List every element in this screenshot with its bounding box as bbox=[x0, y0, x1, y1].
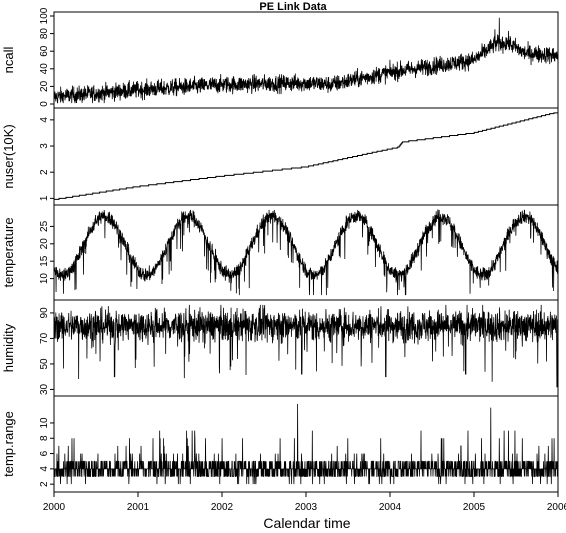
x-tick-label: 2000 bbox=[43, 502, 66, 513]
panel-temp-range: 2 4 6 8 10 temp.range bbox=[1, 395, 559, 493]
y-tick-label: 10 bbox=[39, 273, 50, 285]
panel-temperature: 10 15 20 25 temperature bbox=[1, 204, 559, 301]
y-tick-label: 2 bbox=[39, 481, 50, 487]
y-tick-label: 25 bbox=[39, 220, 50, 232]
x-tick-label: 2005 bbox=[463, 502, 486, 513]
series-line bbox=[53, 403, 559, 485]
y-tick-label: 40 bbox=[39, 63, 50, 75]
y-tick-label: 60 bbox=[39, 45, 50, 57]
x-tick-label: 2002 bbox=[211, 502, 234, 513]
y-tick-label: 100 bbox=[39, 7, 50, 24]
panel-y-label: temperature bbox=[1, 217, 16, 287]
y-tick-label: 4 bbox=[39, 117, 50, 123]
y-tick-label: 1 bbox=[39, 195, 50, 201]
y-tick-label: 20 bbox=[39, 80, 50, 92]
panel-y-label: nuser(10K) bbox=[1, 124, 16, 188]
y-tick-label: 8 bbox=[39, 435, 50, 441]
x-axis: 2000 2001 2002 2003 2004 2005 2006 bbox=[43, 492, 566, 513]
series-line bbox=[53, 304, 559, 388]
y-tick-label: 2 bbox=[39, 169, 50, 175]
y-tick-label: 90 bbox=[39, 307, 50, 319]
panel-humidity: 30 50 70 90 humidity bbox=[1, 299, 559, 397]
series-line bbox=[54, 112, 558, 200]
series-line bbox=[53, 209, 559, 296]
x-tick-label: 2001 bbox=[127, 502, 150, 513]
chart-panels: 0 20 40 60 80 100 ncall 1 2 3 4 nuser(10K) 10 15 20 25 t… bbox=[1, 7, 559, 493]
y-tick-label: 30 bbox=[39, 383, 50, 395]
panel-y-label: ncall bbox=[1, 47, 16, 74]
x-tick-label: 2004 bbox=[379, 502, 402, 513]
y-tick-label: 70 bbox=[39, 332, 50, 344]
y-tick-label: 0 bbox=[39, 101, 50, 107]
y-tick-label: 15 bbox=[39, 255, 50, 267]
panel-y-label: humidity bbox=[1, 323, 16, 372]
x-axis-label: Calendar time bbox=[263, 515, 350, 531]
y-tick-label: 6 bbox=[39, 450, 50, 456]
series-line bbox=[53, 17, 559, 104]
y-tick-label: 4 bbox=[39, 466, 50, 472]
panel-y-label: temp.range bbox=[1, 411, 16, 477]
y-tick-label: 10 bbox=[39, 417, 50, 429]
chart-title: PE Link Data bbox=[259, 1, 327, 13]
y-tick-label: 3 bbox=[39, 143, 50, 149]
panel-frame bbox=[53, 107, 559, 206]
panel-ncall: 0 20 40 60 80 100 ncall bbox=[1, 7, 559, 109]
x-tick-label: 2006 bbox=[547, 502, 566, 513]
y-tick-label: 20 bbox=[39, 238, 50, 250]
panel-nuser-10k-: 1 2 3 4 nuser(10K) bbox=[1, 107, 559, 206]
y-tick-label: 50 bbox=[39, 358, 50, 370]
panel-frame bbox=[53, 204, 559, 301]
y-tick-label: 80 bbox=[39, 28, 50, 40]
x-tick-label: 2003 bbox=[295, 502, 318, 513]
